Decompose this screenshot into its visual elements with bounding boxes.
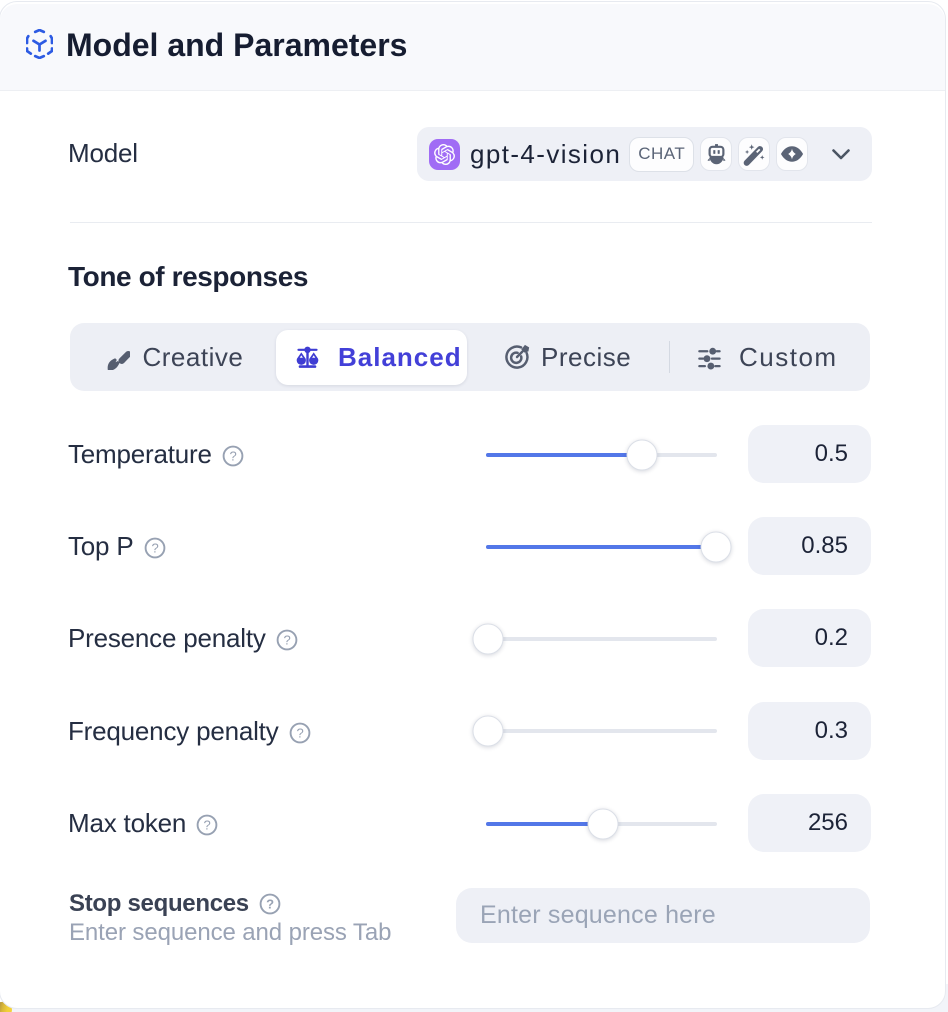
svg-text:?: ? [151,540,158,555]
svg-text:?: ? [296,725,303,740]
svg-text:?: ? [204,817,211,832]
svg-text:?: ? [283,632,290,647]
svg-text:?: ? [266,896,274,911]
svg-text:?: ? [229,448,236,463]
